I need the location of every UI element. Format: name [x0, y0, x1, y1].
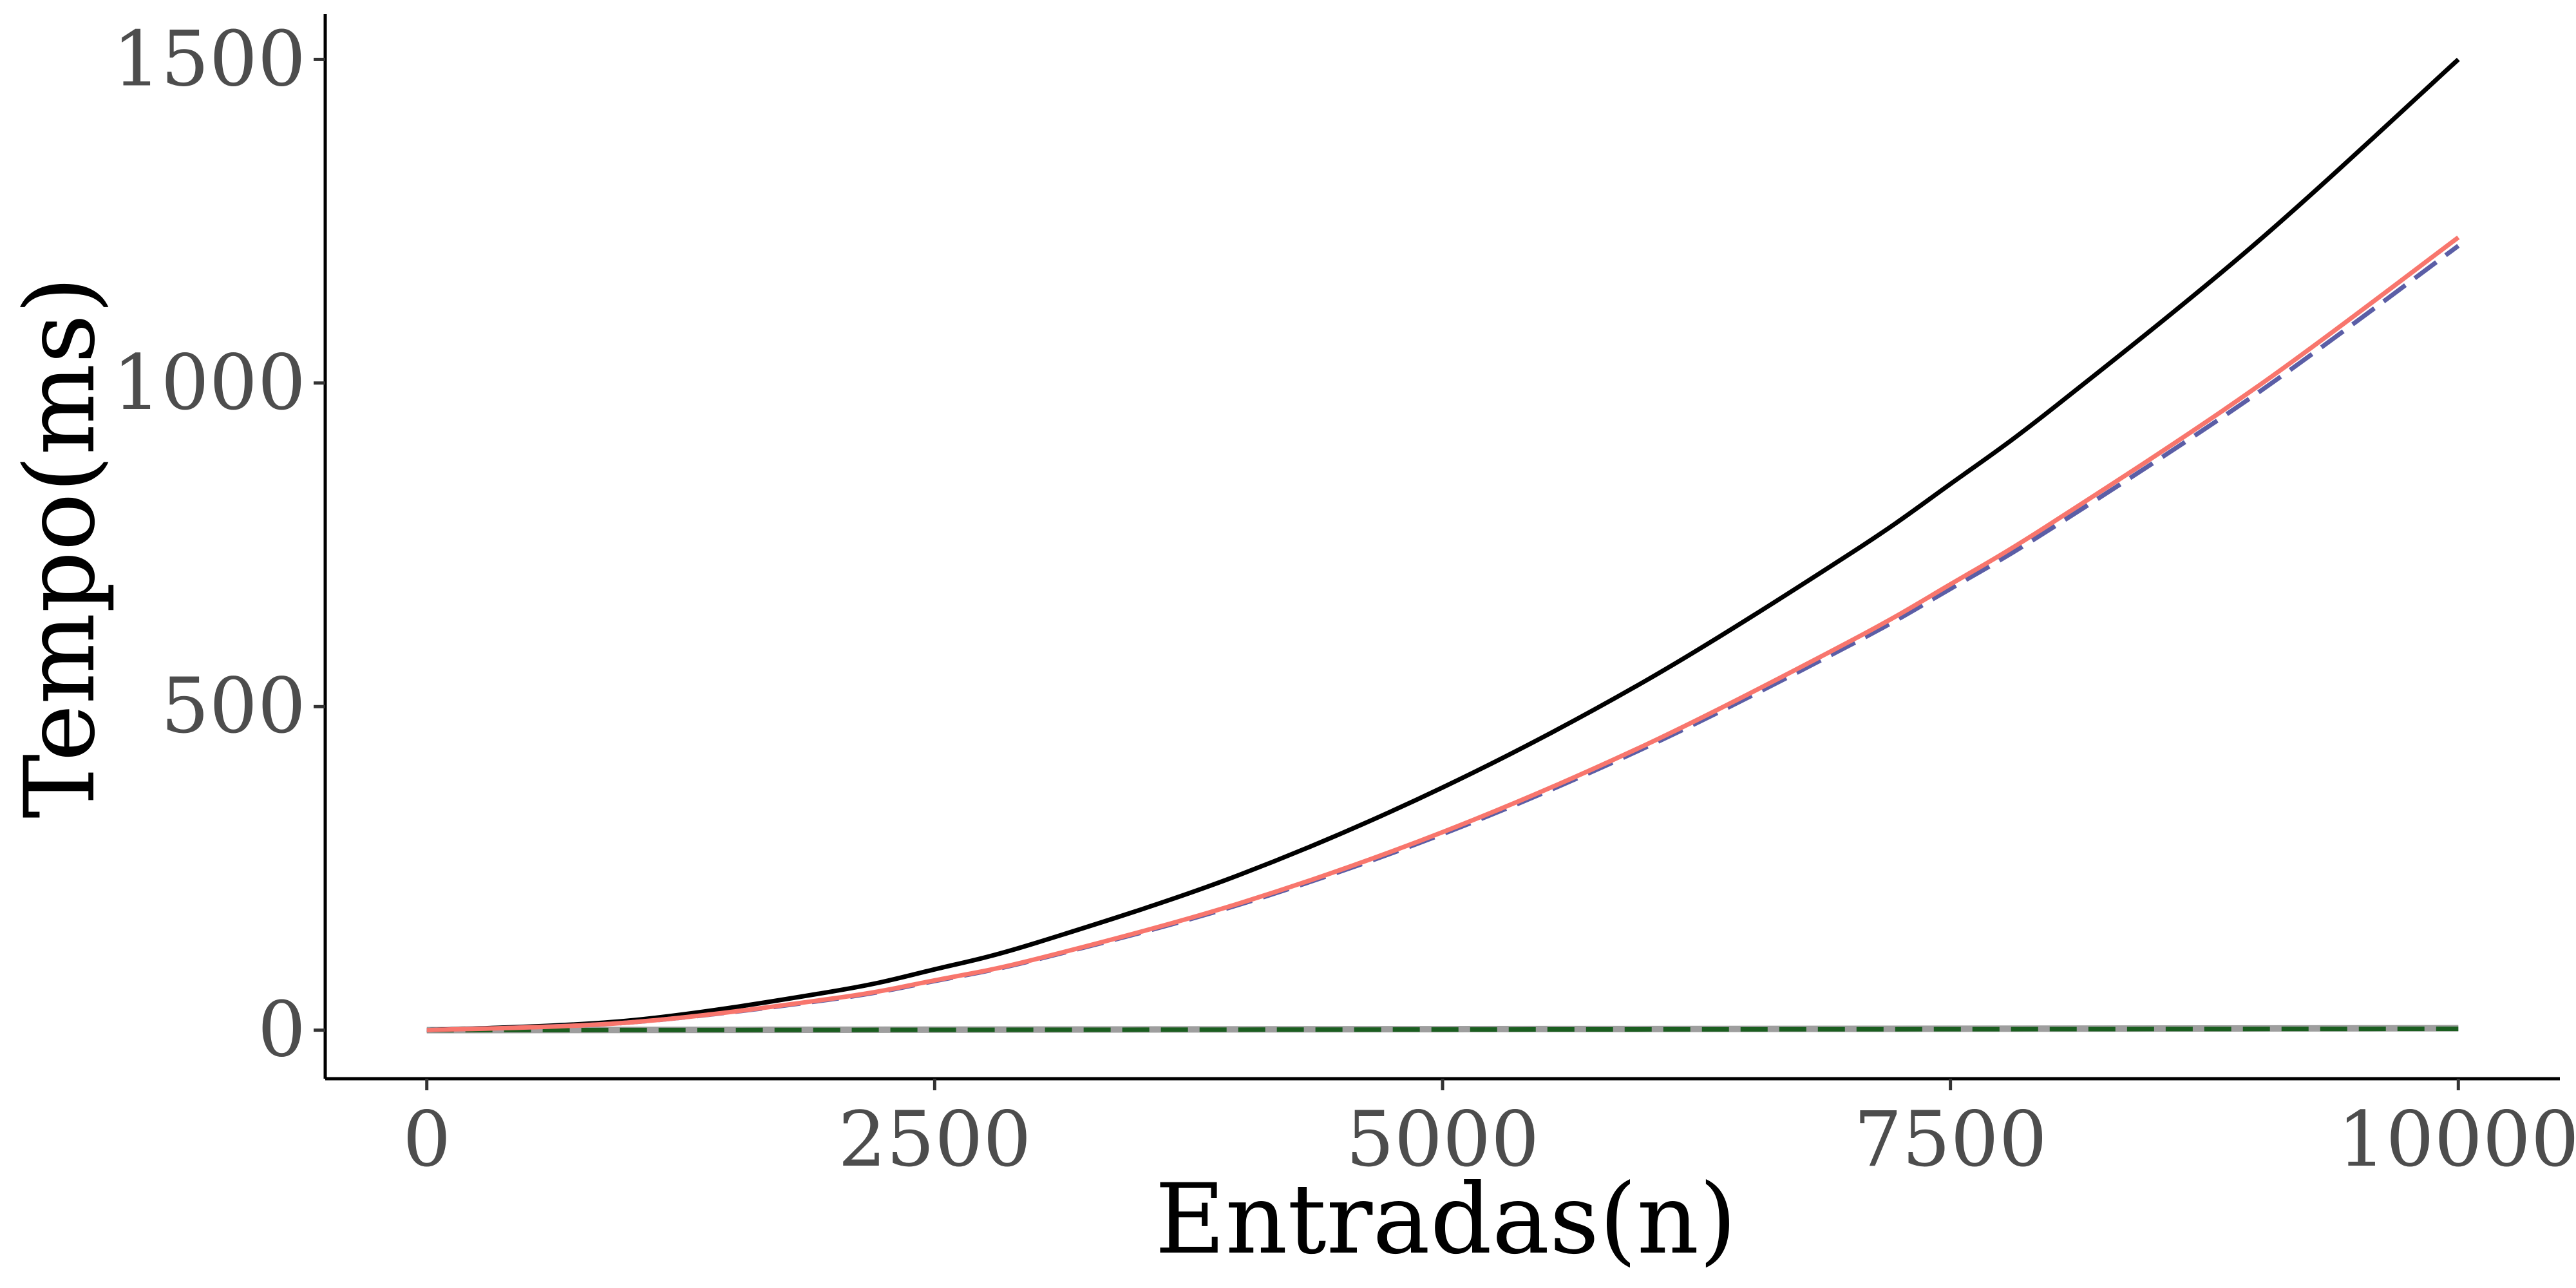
- x-tick-label: 10000: [2338, 1095, 2576, 1184]
- axes-layer: [314, 14, 2560, 1090]
- labels-layer: 0 2500 5000 7500 10000 0 500 1000 1500: [113, 14, 2576, 1184]
- x-tick-label: 7500: [1853, 1095, 2047, 1184]
- x-tick-label: 5000: [1346, 1095, 1539, 1184]
- series-line-2: [426, 235, 2460, 1033]
- y-tick-label: 500: [161, 661, 306, 750]
- y-axis-title: Tempo(ms): [5, 276, 117, 819]
- series-layer: [426, 57, 2460, 1034]
- y-tick-label: 0: [258, 985, 306, 1074]
- series-line-4: [426, 1027, 2459, 1033]
- x-tick-label: 0: [402, 1095, 451, 1184]
- x-tick-label: 2500: [838, 1095, 1031, 1184]
- x-axis-title: Entradas(n): [1155, 1164, 1737, 1276]
- y-tick-label: 1000: [113, 338, 306, 427]
- y-tick-label: 1500: [113, 14, 306, 103]
- series-line-1: [426, 57, 2460, 1033]
- series-line-3: [426, 243, 2460, 1033]
